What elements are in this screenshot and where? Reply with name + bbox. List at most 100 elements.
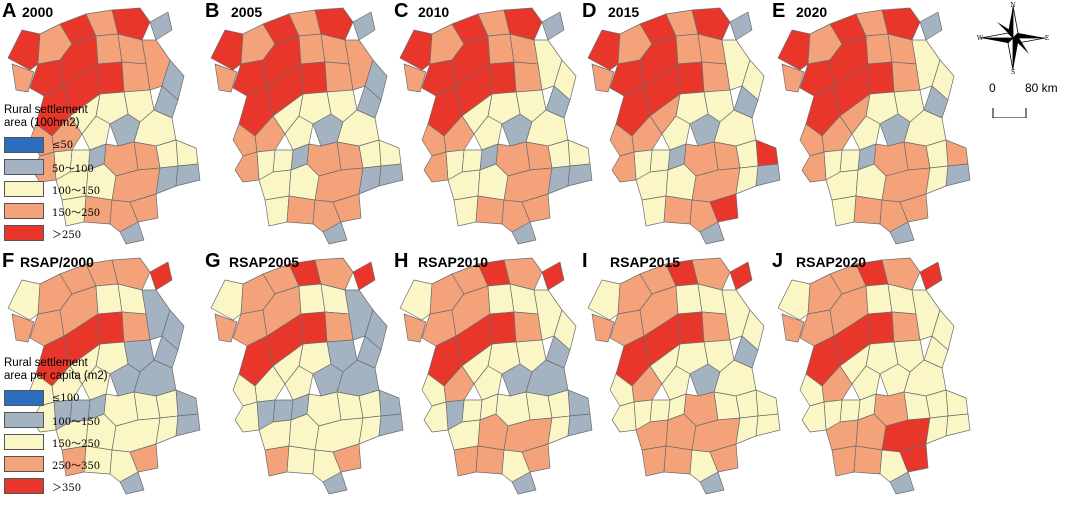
county-region xyxy=(881,7,921,41)
county-region xyxy=(111,7,151,41)
legend-label: 100～150 xyxy=(52,185,101,197)
county-region xyxy=(300,311,328,345)
county-region xyxy=(867,311,895,345)
county-region xyxy=(831,445,857,477)
county-region xyxy=(314,7,354,41)
county-region xyxy=(525,391,553,421)
county-region xyxy=(489,311,517,345)
county-region xyxy=(403,63,427,93)
legend-label: 250～350 xyxy=(52,460,101,472)
county-region xyxy=(284,365,314,401)
county-region xyxy=(661,115,691,151)
map-svg xyxy=(210,7,404,245)
map-svg xyxy=(399,257,593,495)
county-region xyxy=(755,413,781,437)
county-region xyxy=(511,221,537,245)
map-svg xyxy=(7,7,201,245)
county-region xyxy=(81,365,111,401)
legend-swatch xyxy=(4,203,44,219)
county-region xyxy=(945,389,969,417)
map-svg xyxy=(777,7,971,245)
county-region xyxy=(675,33,703,65)
legend-item: 150～250 xyxy=(4,431,108,453)
map-panel-a: A 2000 xyxy=(0,0,205,245)
county-region xyxy=(839,399,861,423)
county-region xyxy=(503,7,543,41)
panel-letter: J xyxy=(772,250,784,272)
county-region xyxy=(11,313,35,343)
county-region xyxy=(701,61,731,93)
panel-title: RSAP2020 xyxy=(796,254,867,270)
county-region xyxy=(801,401,827,433)
county-region xyxy=(473,365,503,401)
legend-item: 250～350 xyxy=(4,453,108,475)
legend-swatch xyxy=(4,456,44,472)
legend-label: 100～150 xyxy=(52,416,101,428)
county-region xyxy=(272,149,294,173)
county-region xyxy=(677,311,705,345)
county-region xyxy=(286,195,316,225)
county-region xyxy=(641,445,667,477)
county-region xyxy=(214,313,238,343)
county-region xyxy=(591,63,615,93)
panel-letter: D xyxy=(582,0,597,22)
map-panel-e: E 2020 xyxy=(770,0,975,245)
county-region xyxy=(81,115,111,151)
county-region xyxy=(649,149,671,173)
county-region xyxy=(324,311,354,343)
county-region xyxy=(699,221,725,245)
county-region xyxy=(322,221,348,245)
county-region xyxy=(336,391,364,421)
county-region xyxy=(661,365,691,401)
panel-letter: E xyxy=(772,0,786,22)
county-region xyxy=(853,195,883,225)
panel-title: 2010 xyxy=(418,4,450,20)
county-region xyxy=(853,445,883,475)
legend-item: 100～150 xyxy=(4,178,100,200)
map-panel-c: C 2010 xyxy=(392,0,597,245)
county-region xyxy=(713,391,741,421)
county-region xyxy=(919,261,943,291)
county-region xyxy=(709,193,739,223)
legend-label: 150～250 xyxy=(52,207,101,219)
county-region xyxy=(675,283,703,315)
county-region xyxy=(264,445,290,477)
legend-label: ＞250 xyxy=(52,229,82,241)
county-region xyxy=(461,399,483,423)
county-region xyxy=(755,163,781,187)
county-region xyxy=(300,61,328,95)
county-region xyxy=(119,221,145,245)
map-panel-g: G RSAP2005 xyxy=(203,250,408,495)
map-svg xyxy=(587,257,781,495)
county-region xyxy=(641,195,667,227)
county-region xyxy=(891,61,921,93)
county-region xyxy=(234,151,260,183)
county-region xyxy=(286,445,316,475)
county-region xyxy=(133,141,161,171)
county-region xyxy=(314,257,354,291)
county-region xyxy=(889,471,915,495)
county-region xyxy=(97,61,125,95)
legend-swatch xyxy=(4,159,44,175)
county-region xyxy=(11,63,35,93)
county-region xyxy=(865,283,893,315)
county-region xyxy=(489,61,517,95)
county-region xyxy=(322,471,348,495)
panel-letter: H xyxy=(394,250,409,272)
county-region xyxy=(521,443,551,473)
county-region xyxy=(461,149,483,173)
county-region xyxy=(149,261,173,291)
legend-item: ≤100 xyxy=(4,387,108,409)
legend-item: 50～100 xyxy=(4,156,100,178)
county-region xyxy=(801,151,827,183)
county-region xyxy=(133,391,161,421)
county-region xyxy=(729,261,753,291)
county-region xyxy=(867,61,895,95)
county-region xyxy=(865,33,893,65)
north-arrow-icon: N S E W xyxy=(977,2,1049,76)
legend-item: 100～150 xyxy=(4,409,108,431)
compass-label: E xyxy=(1045,35,1049,42)
panel-title: 2005 xyxy=(231,4,263,20)
scale-bar: 0 80 km xyxy=(983,78,1063,119)
panel-title: 2015 xyxy=(608,4,640,20)
